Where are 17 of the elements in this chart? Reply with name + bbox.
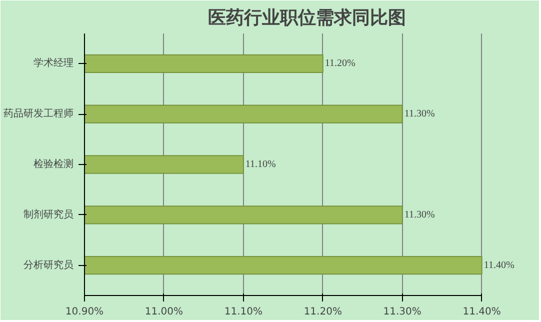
x-tick-label: 11.30% bbox=[383, 306, 422, 318]
x-tick-label: 11.20% bbox=[304, 306, 342, 318]
x-tick-label: 10.90% bbox=[65, 306, 104, 318]
chart-title: 医药行业职位需求同比图 bbox=[208, 8, 406, 28]
y-tick-label: 检验检测 bbox=[34, 158, 74, 170]
data-label: 11.30% bbox=[404, 209, 435, 220]
y-tick-label: 制剂研究员 bbox=[24, 208, 74, 220]
y-tick-label: 分析研究员 bbox=[24, 258, 74, 271]
y-tick-label: 学术经理 bbox=[34, 57, 74, 70]
x-tick-label: 11.10% bbox=[224, 306, 263, 318]
data-label: 11.30% bbox=[404, 108, 435, 120]
data-label: 11.10% bbox=[245, 159, 276, 170]
data-label: 11.20% bbox=[324, 58, 356, 70]
y-tick-label: 药品研发工程师 bbox=[4, 108, 74, 120]
x-tick-label: 11.40% bbox=[462, 306, 501, 318]
data-label: 11.40% bbox=[484, 260, 514, 271]
x-tick-label: 11.00% bbox=[144, 306, 184, 318]
